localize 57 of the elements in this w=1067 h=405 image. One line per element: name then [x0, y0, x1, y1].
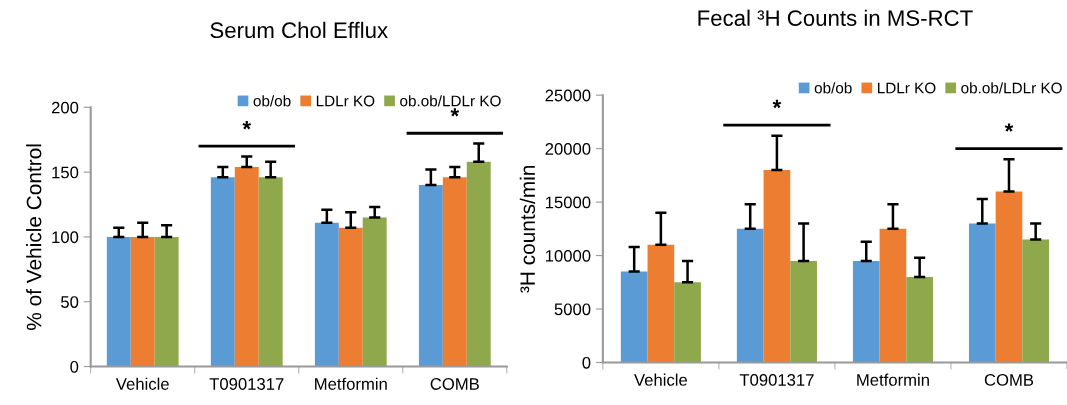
- y-tick-label: 150: [52, 166, 79, 179]
- bar: [879, 228, 907, 363]
- x-tick-label: Vehicle: [634, 373, 688, 386]
- bar: [968, 223, 996, 363]
- bar: [736, 228, 764, 363]
- legend-label: ob/ob: [814, 82, 852, 94]
- y-tick-label: 0: [582, 356, 591, 369]
- chart-title: Serum Chol Efflux: [210, 21, 388, 39]
- legend-label: ob/ob: [253, 95, 291, 107]
- bar: [466, 161, 491, 367]
- y-tick-label: 15000: [545, 196, 591, 209]
- y-tick-label: 25000: [545, 89, 591, 102]
- x-tick-label: T0901317: [739, 374, 814, 386]
- annotation: *: [242, 121, 252, 130]
- bar: [763, 170, 791, 363]
- x-tick-label: COMB: [430, 378, 479, 390]
- bar: [154, 236, 179, 367]
- legend-label: ob.ob/LDLr KO: [961, 82, 1062, 94]
- x-tick-label: COMB: [984, 374, 1034, 386]
- y-tick-label: 10000: [545, 249, 591, 262]
- annotation: *: [450, 108, 460, 117]
- legend-label: ob.ob/LDLr KO: [400, 95, 501, 107]
- bar: [130, 236, 155, 367]
- x-tick-label: Metformin: [315, 377, 387, 390]
- y-tick-label: 200: [51, 101, 79, 114]
- bar: [620, 271, 648, 363]
- bar: [442, 177, 467, 367]
- bar: [647, 244, 675, 363]
- y-axis-title: % of Vehicle Control: [26, 144, 42, 330]
- legend-label: LDLr KO: [316, 95, 375, 107]
- y-tick-label: 100: [52, 231, 79, 244]
- bar: [234, 166, 259, 367]
- bar: [1022, 239, 1050, 363]
- bar: [674, 282, 701, 363]
- x-tick-label: Vehicle: [115, 377, 169, 390]
- bar: [314, 222, 339, 367]
- bar: [106, 236, 131, 367]
- bar: [258, 177, 283, 367]
- y-axis-title: ³H counts/min: [519, 165, 536, 293]
- bar: [852, 260, 880, 363]
- bar: [418, 185, 443, 367]
- chart-title: Fecal ³H Counts in MS-RCT: [698, 9, 973, 26]
- y-tick-label: 5000: [554, 303, 591, 316]
- annotation: *: [772, 99, 782, 109]
- x-tick-label: Metformin: [857, 373, 929, 386]
- y-tick-label: 50: [61, 296, 79, 308]
- bar: [362, 217, 387, 367]
- bar: [790, 260, 817, 363]
- bar: [338, 227, 363, 367]
- legend-label: LDLr KO: [878, 82, 936, 94]
- x-tick-label: T0901317: [209, 378, 284, 390]
- annotation: *: [1004, 123, 1014, 132]
- bar: [906, 276, 933, 363]
- bar: [995, 191, 1023, 363]
- y-tick-label: 0: [70, 360, 79, 373]
- bar: [210, 177, 235, 367]
- y-tick-label: 20000: [545, 143, 591, 155]
